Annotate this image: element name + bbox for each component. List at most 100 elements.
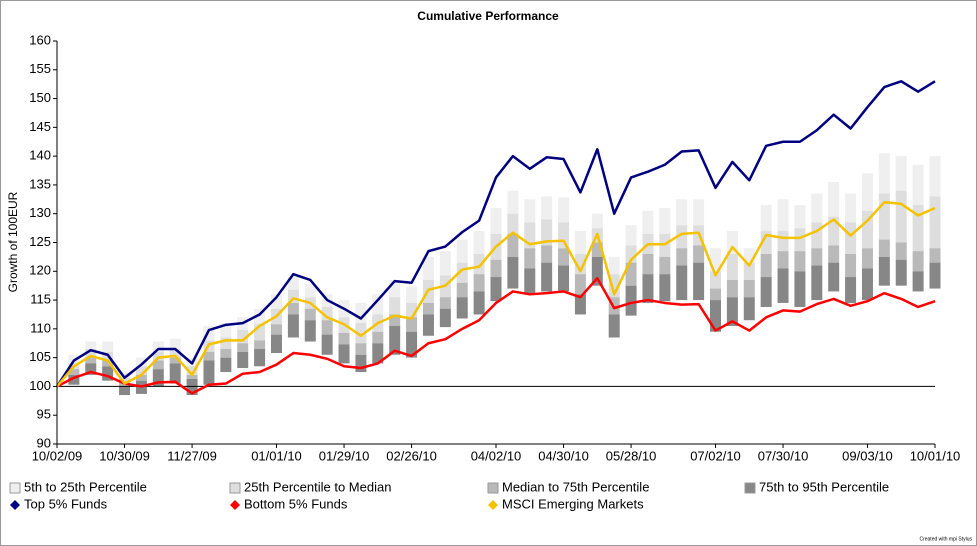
legend-label: Median to 75th Percentile [502,479,649,494]
y-tick-label: 115 [30,292,51,307]
percentile-bar [625,245,637,263]
percentile-bar [372,294,384,315]
percentile-bar [102,360,114,367]
x-tick-label: 01/29/10 [319,448,370,463]
percentile-bar [102,341,114,352]
percentile-bar [456,239,468,263]
percentile-bar [338,332,350,345]
percentile-bar [777,199,789,231]
percentile-bar [406,331,418,358]
percentile-bar [878,239,890,257]
percentile-bar [169,363,181,384]
percentile-bar [895,242,907,260]
legend-label: MSCI Emerging Markets [502,496,644,511]
percentile-bar [304,308,316,321]
percentile-bar [760,277,772,307]
percentile-bar [625,262,637,286]
percentile-bar [254,324,266,341]
percentile-bar [152,351,164,361]
y-tick-label: 120 [29,263,51,278]
percentile-bar [642,210,654,234]
percentile-bar [625,285,637,316]
y-tick-label: 95 [37,407,51,422]
percentile-bar [541,219,553,246]
x-tick-label: 09/03/10 [842,448,893,463]
percentile-bar [406,302,418,318]
y-tick-label: 160 [29,32,51,47]
percentile-bar [591,213,603,229]
percentile-bar [203,325,215,341]
percentile-bar [304,283,316,298]
percentile-bar [203,360,215,385]
percentile-bar [676,199,688,226]
percentile-bar [507,190,519,214]
percentile-bar [541,245,553,263]
percentile-bar [608,314,620,338]
y-tick-label: 150 [29,90,51,105]
x-tick-label: 04/30/10 [538,448,589,463]
percentile-bar [828,216,840,246]
percentile-bar [878,256,890,286]
percentile-bar [321,320,333,335]
percentile-bar [186,374,198,379]
percentile-bar [760,230,772,255]
percentile-bar [895,156,907,191]
percentile-bar [152,369,164,387]
percentile-bar [254,308,266,325]
percentile-bar [777,268,789,303]
percentile-bar [102,366,114,381]
percentile-bar [541,196,553,220]
percentile-bar [777,230,789,252]
percentile-bar [659,274,671,302]
percentile-bar [439,308,451,328]
percentile-bar [321,306,333,321]
series-line [56,276,936,395]
y-tick-label: 140 [29,148,51,163]
percentile-bar [845,254,857,278]
percentile-bar [659,256,671,275]
percentile-bar [710,300,721,332]
percentile-bar [811,248,823,266]
percentile-bar [710,248,721,272]
y-tick-label: 100 [29,378,51,393]
legend-swatch [487,482,499,494]
percentile-bar [389,325,401,355]
percentile-bar [203,351,215,361]
series-line [55,80,936,388]
percentile-bar [608,256,620,275]
percentile-bar [85,357,97,364]
percentile-bar [135,374,147,381]
percentile-bar [490,259,502,278]
y-axis-label: Growth of 100EUR [6,191,20,292]
percentile-bar [777,251,789,269]
percentile-bar [304,320,316,342]
percentile-bar [861,210,873,249]
percentile-bar [119,386,131,396]
percentile-bar [422,256,434,280]
percentile-bar [659,207,671,234]
percentile-bar [473,254,485,275]
percentile-bar [85,341,97,350]
percentile-bar [726,279,738,298]
percentile-bar [845,277,857,303]
y-tick-label: 135 [29,176,51,191]
percentile-bar [558,248,570,266]
x-tick-label: 10/30/09 [99,448,150,463]
percentile-bar [338,344,350,364]
percentile-bar [726,254,738,280]
x-tick-label: 11/27/09 [167,448,217,463]
percentile-bar [845,222,857,255]
percentile-bar [271,334,282,354]
percentile-bar [726,297,738,326]
percentile-bar [541,262,553,292]
percentile-bar [220,357,232,373]
percentile-bar [439,297,451,309]
percentile-bar [355,323,367,344]
x-tick-label: 04/02/10 [471,448,522,463]
percentile-bar [912,251,924,272]
percentile-bar [760,254,772,278]
percentile-bar [254,340,266,350]
percentile-bar [220,337,232,350]
percentile-bar [676,225,688,249]
legend-swatch [229,482,241,494]
